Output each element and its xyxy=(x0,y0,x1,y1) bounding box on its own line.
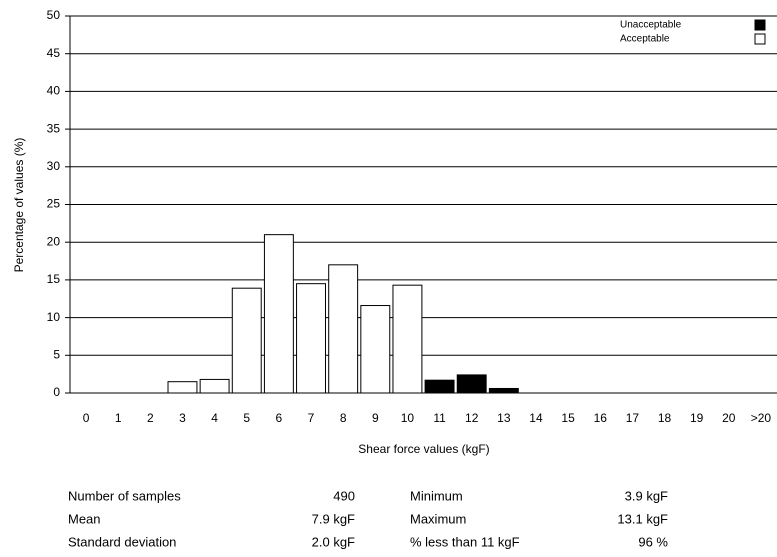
stat-text: Number of samples xyxy=(68,488,181,503)
y-tick-label: 20 xyxy=(47,234,61,248)
y-tick-label: 15 xyxy=(47,272,61,286)
x-tick-label: 9 xyxy=(372,411,379,425)
x-tick-label: 10 xyxy=(401,411,415,425)
x-tick-label: 14 xyxy=(529,411,543,425)
legend-label: Acceptable xyxy=(620,34,670,45)
x-tick-label: 16 xyxy=(594,411,608,425)
x-tick-label: 12 xyxy=(465,411,479,425)
stat-text: 2.0 kgF xyxy=(312,534,355,549)
x-tick-label: 17 xyxy=(626,411,640,425)
x-tick-label: 3 xyxy=(179,411,186,425)
stat-text: Standard deviation xyxy=(68,534,176,549)
stat-text: Mean xyxy=(68,511,101,526)
bar xyxy=(456,374,487,394)
x-tick-label: 13 xyxy=(497,411,511,425)
bar xyxy=(199,378,230,394)
y-tick-label: 45 xyxy=(47,46,61,60)
bar xyxy=(263,234,294,394)
y-tick-label: 0 xyxy=(53,385,60,399)
bar xyxy=(360,305,391,394)
y-tick-label: 35 xyxy=(47,121,61,135)
x-tick-label: 7 xyxy=(308,411,315,425)
y-axis-label: Percentage of values (%) xyxy=(12,138,26,273)
legend-swatch xyxy=(754,33,766,45)
stat-text: 13.1 kgF xyxy=(617,511,668,526)
x-tick-label: 11 xyxy=(433,411,446,425)
y-tick-label: 5 xyxy=(53,347,60,361)
stat-text: 490 xyxy=(333,488,355,503)
x-tick-label: 15 xyxy=(561,411,575,425)
x-tick-label: 0 xyxy=(83,411,90,425)
bar xyxy=(392,284,423,394)
y-tick-label: 30 xyxy=(47,159,61,173)
stat-text: 7.9 kgF xyxy=(312,511,355,526)
bar xyxy=(328,264,359,394)
stat-text: Maximum xyxy=(410,511,466,526)
x-tick-label: 4 xyxy=(211,411,218,425)
stat-text: Minimum xyxy=(410,488,463,503)
x-tick-label: 20 xyxy=(722,411,736,425)
y-tick-label: 25 xyxy=(47,197,61,211)
stat-text: % less than 11 kgF xyxy=(410,534,520,549)
x-tick-label: 18 xyxy=(658,411,672,425)
x-tick-label: 2 xyxy=(147,411,154,425)
x-tick-label: 5 xyxy=(243,411,250,425)
x-tick-label: 1 xyxy=(115,411,122,425)
legend-label: Unacceptable xyxy=(620,20,682,31)
x-axis-label: Shear force values (kgF) xyxy=(358,442,489,456)
bar xyxy=(424,379,455,394)
x-tick-label: 6 xyxy=(276,411,283,425)
stat-text: 3.9 kgF xyxy=(625,488,668,503)
stat-text: 96 % xyxy=(638,534,668,549)
x-tick-label: 19 xyxy=(690,411,704,425)
x-tick-label: >20 xyxy=(751,411,772,425)
y-tick-label: 10 xyxy=(47,310,61,324)
y-tick-label: 40 xyxy=(47,84,61,98)
bar xyxy=(231,287,262,394)
bar xyxy=(488,387,519,394)
x-tick-label: 8 xyxy=(340,411,347,425)
y-tick-label: 50 xyxy=(47,8,61,22)
bar xyxy=(296,283,326,394)
legend-swatch xyxy=(754,19,766,31)
bar xyxy=(167,381,198,394)
